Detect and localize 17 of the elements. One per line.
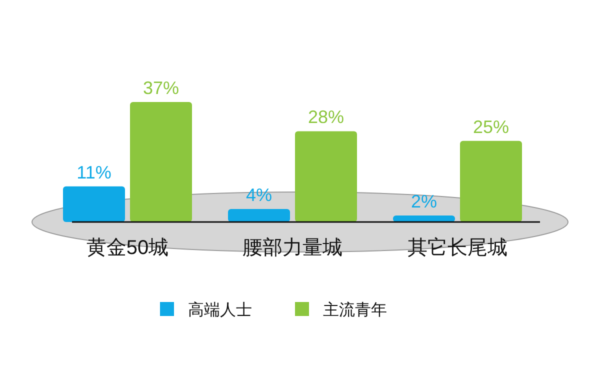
bar bbox=[63, 186, 125, 222]
bar bbox=[228, 209, 290, 222]
legend-label: 高端人士 bbox=[188, 301, 252, 319]
data-label: 37% bbox=[142, 78, 180, 98]
legend-label: 主流青年 bbox=[323, 301, 387, 319]
data-label: 4% bbox=[246, 185, 272, 206]
data-label: 25% bbox=[472, 116, 510, 137]
data-label: 28% bbox=[308, 107, 344, 128]
x-tick-label: 黄金50城 bbox=[86, 237, 169, 259]
bar bbox=[393, 216, 455, 222]
data-label: 11% bbox=[76, 162, 112, 182]
x-tick-label: 腰部力量城 bbox=[242, 237, 342, 259]
bar bbox=[130, 102, 192, 222]
bar bbox=[295, 131, 357, 222]
bar bbox=[460, 140, 522, 222]
data-label: 2% bbox=[410, 192, 438, 212]
x-tick-label: 其它长尾城 bbox=[408, 236, 508, 259]
